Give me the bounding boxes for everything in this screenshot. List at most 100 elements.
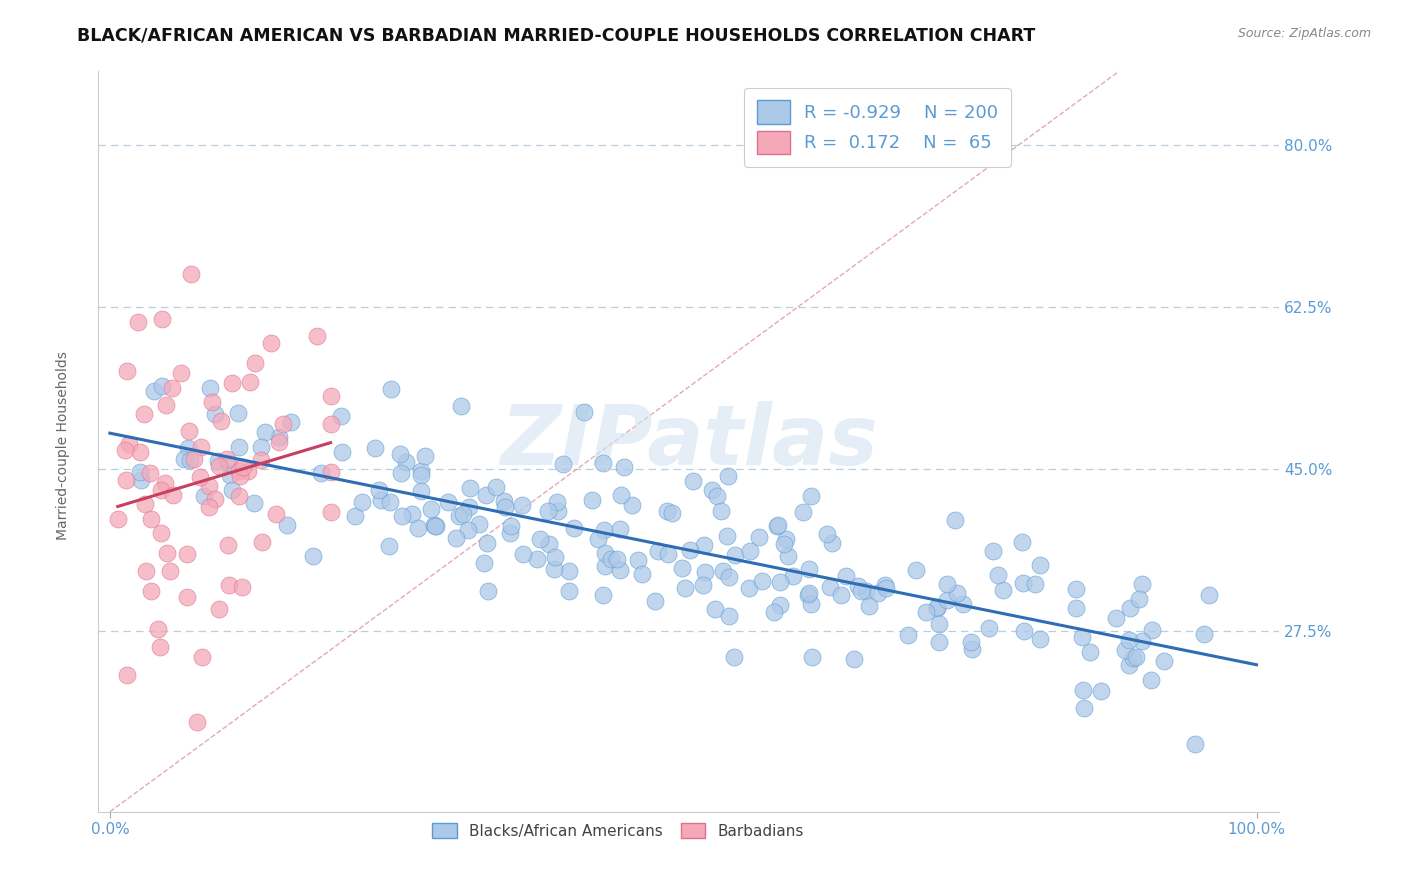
Point (678, 543, 700, 558)
Point (319, 389, 342, 403)
Point (661, 507, 683, 521)
Point (115, 667, 138, 681)
Point (655, 504, 678, 518)
Point (215, 451, 238, 466)
Point (981, 544, 1004, 558)
Point (239, 375, 262, 389)
Point (710, 503, 733, 517)
Point (801, 650, 824, 665)
Point (115, 473, 138, 487)
Point (207, 454, 229, 468)
Point (309, 466, 332, 480)
Point (1029, 558, 1052, 572)
Text: Source: ZipAtlas.com: Source: ZipAtlas.com (1237, 27, 1371, 40)
Point (389, 447, 412, 461)
Point (748, 530, 770, 544)
Point (273, 417, 295, 432)
Point (162, 488, 184, 502)
Point (644, 594, 666, 608)
Point (176, 590, 198, 604)
Point (1140, 673, 1163, 687)
Point (143, 384, 166, 398)
Point (232, 460, 254, 475)
Point (1192, 627, 1215, 641)
Point (252, 535, 274, 549)
Point (150, 379, 173, 393)
Point (499, 526, 522, 541)
Point (1140, 624, 1163, 638)
Point (221, 376, 243, 390)
Point (775, 533, 797, 547)
Point (201, 395, 224, 409)
Point (1130, 633, 1153, 648)
Point (115, 364, 138, 378)
Point (960, 635, 983, 649)
Point (1104, 611, 1126, 625)
Point (236, 464, 259, 478)
Point (207, 458, 229, 473)
Point (1132, 577, 1154, 591)
Point (593, 558, 616, 573)
Point (389, 466, 412, 480)
Point (179, 424, 201, 438)
Point (139, 466, 162, 480)
Point (717, 469, 740, 483)
Point (778, 549, 800, 563)
Point (193, 489, 215, 503)
Point (797, 586, 820, 600)
Point (176, 441, 198, 455)
Point (657, 547, 679, 561)
Point (682, 474, 704, 488)
Point (717, 608, 740, 623)
Point (367, 483, 389, 498)
Point (606, 551, 628, 566)
Point (1125, 649, 1147, 664)
Point (835, 569, 858, 583)
Point (586, 533, 609, 547)
Point (190, 650, 212, 665)
Point (250, 452, 273, 467)
Point (204, 491, 226, 506)
Point (420, 502, 443, 516)
Point (818, 580, 841, 594)
Point (546, 495, 568, 509)
Point (406, 521, 429, 535)
Point (716, 529, 738, 543)
Point (846, 579, 869, 593)
Point (250, 440, 273, 454)
Point (228, 440, 250, 454)
Point (197, 479, 219, 493)
Point (991, 582, 1014, 597)
Point (139, 584, 162, 599)
Point (477, 583, 499, 598)
Point (1184, 737, 1206, 751)
Point (1128, 592, 1150, 607)
Point (364, 442, 387, 456)
Point (706, 489, 728, 503)
Point (457, 523, 479, 537)
Point (485, 480, 508, 494)
Point (769, 574, 792, 589)
Point (927, 601, 949, 615)
Point (118, 437, 141, 451)
Point (914, 605, 936, 619)
Point (468, 517, 491, 532)
Point (609, 522, 631, 536)
Point (134, 497, 156, 511)
Point (693, 565, 716, 579)
Point (1073, 701, 1095, 715)
Point (449, 509, 471, 524)
Point (344, 508, 367, 523)
Point (458, 481, 481, 495)
Point (558, 584, 581, 599)
Point (627, 553, 650, 567)
Point (218, 578, 240, 592)
Point (620, 498, 643, 512)
Point (190, 440, 212, 454)
Point (409, 483, 432, 498)
Point (547, 504, 569, 518)
Point (702, 483, 724, 497)
Point (219, 467, 242, 482)
Point (797, 588, 820, 602)
Point (188, 470, 211, 484)
